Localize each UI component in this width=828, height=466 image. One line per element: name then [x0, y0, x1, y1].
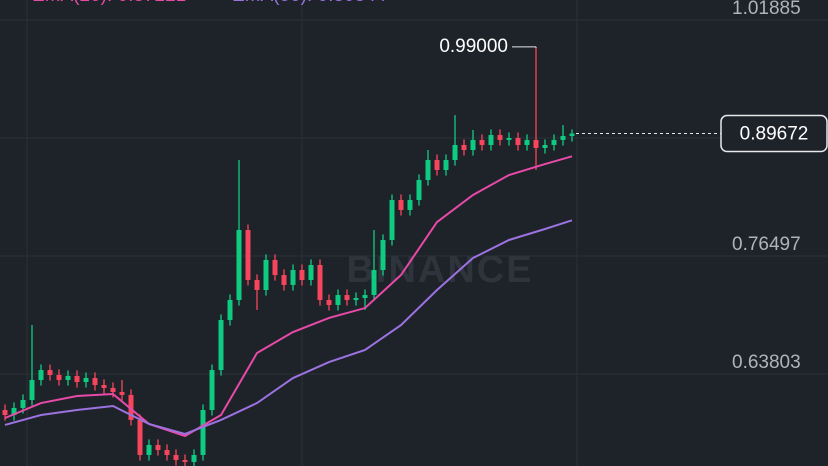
- candle-body: [524, 139, 530, 145]
- candle-body: [227, 300, 233, 321]
- candle-body: [371, 270, 377, 296]
- candle-body: [515, 138, 521, 145]
- candle-body: [11, 407, 17, 416]
- candle-body: [425, 160, 431, 181]
- price-box: [720, 114, 828, 153]
- candle-body: [254, 279, 260, 290]
- candle-body: [20, 399, 26, 408]
- candle-body: [326, 300, 332, 305]
- y-tick-label: 1.01885: [732, 0, 801, 19]
- candle-body: [434, 160, 440, 170]
- candle-body: [443, 160, 449, 170]
- y-tick-label: 0.63803: [732, 352, 801, 373]
- candle-body: [263, 259, 269, 290]
- candle-body: [155, 444, 161, 450]
- candle-body: [164, 449, 170, 455]
- candle-body: [173, 454, 179, 461]
- ema-line: [4, 219, 573, 436]
- candle-body: [506, 138, 512, 140]
- candle-body: [497, 135, 503, 140]
- legend-entry: EMA(50): 0.80344: [232, 0, 387, 6]
- candle-body: [2, 410, 8, 416]
- candle-body: [74, 375, 80, 383]
- candle-body: [290, 270, 296, 285]
- y-tick-label: 0.76497: [732, 234, 801, 255]
- candle-body: [398, 200, 404, 210]
- candle-body: [299, 270, 305, 280]
- legend-entry: EMA(20): 0.87221: [32, 0, 186, 6]
- candle-body: [110, 387, 116, 392]
- candle-body: [551, 139, 557, 145]
- high-label: 0.99000: [439, 36, 508, 57]
- candle-body: [542, 144, 548, 148]
- candle-body: [416, 180, 422, 201]
- candle-body: [56, 374, 62, 380]
- candle-body: [452, 144, 458, 161]
- candle-body: [83, 378, 89, 383]
- candle-body: [281, 275, 287, 285]
- candle-body: [479, 139, 485, 145]
- candle-body: [65, 375, 71, 380]
- candle-body: [146, 444, 152, 455]
- candle-body: [137, 419, 143, 455]
- candle-body: [353, 297, 359, 301]
- candle-body: [389, 200, 395, 240]
- candle-body: [488, 135, 494, 145]
- candle-body: [470, 139, 476, 150]
- candle-body: [191, 454, 197, 462]
- candle-body: [344, 295, 350, 301]
- candle-body: [101, 384, 107, 388]
- candle-body: [569, 133, 575, 136]
- candle-body: [209, 370, 215, 411]
- candle-body: [200, 410, 206, 455]
- candle-body: [182, 460, 188, 462]
- candle-body: [218, 320, 224, 371]
- candle-body: [407, 200, 413, 210]
- candle-body: [308, 264, 314, 280]
- candle-body: [461, 144, 467, 150]
- candle-body: [92, 378, 98, 385]
- candle-body: [128, 394, 134, 420]
- candle-body: [245, 230, 251, 280]
- candle-body: [335, 295, 341, 305]
- candle-body: [380, 239, 386, 271]
- candle-body: [119, 391, 125, 395]
- candle-body: [272, 259, 278, 276]
- candle-body: [317, 264, 323, 301]
- candle-body: [560, 135, 566, 140]
- candle-body: [236, 230, 242, 301]
- ema-line: [4, 155, 573, 438]
- price-label: 0.89672: [740, 124, 809, 145]
- candle-body: [47, 370, 53, 375]
- candle-body: [362, 295, 368, 298]
- candle-body: [38, 370, 44, 380]
- candle-body: [533, 139, 539, 148]
- candle-body: [29, 379, 35, 400]
